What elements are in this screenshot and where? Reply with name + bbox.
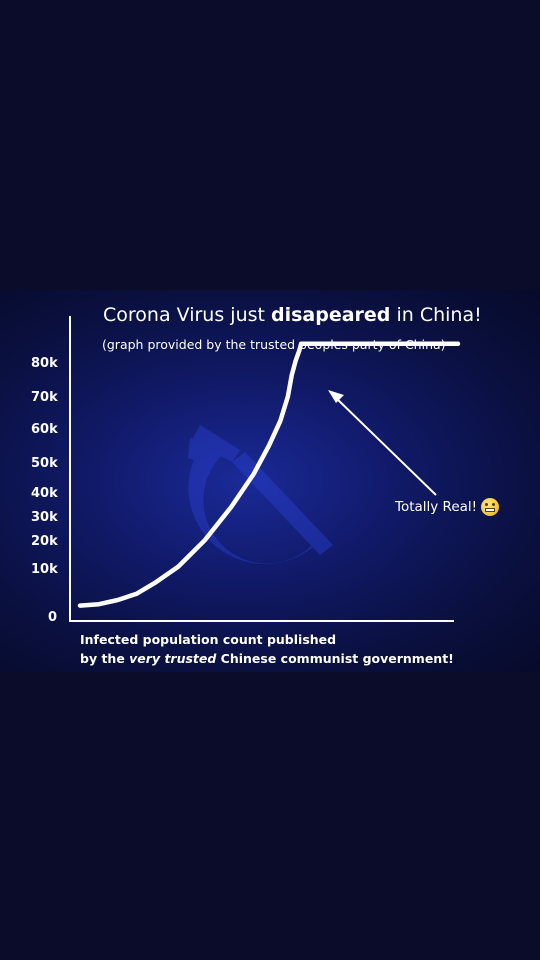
grimacing-face-icon xyxy=(481,498,500,516)
chart-title: Corona Virus just disapeared in China! xyxy=(103,304,482,326)
ytick-label-3: 30k xyxy=(31,510,58,525)
chart-subtitle: (graph provided by the trusted peoples p… xyxy=(102,337,446,352)
annotation: Totally Real! xyxy=(395,498,500,516)
chart-panel: Corona Virus just disapeared in China! (… xyxy=(0,290,540,672)
caption-line-2-italic: very trusted xyxy=(129,651,217,666)
title-pre: Corona Virus just xyxy=(103,304,271,326)
chart-caption: Infected population count published by t… xyxy=(80,630,454,668)
hammer-sickle-icon xyxy=(188,425,333,565)
title-post: in China! xyxy=(390,304,482,326)
ytick-label-1: 10k xyxy=(31,562,58,577)
annotation-arrow xyxy=(328,390,437,496)
ytick-label-2: 20k xyxy=(31,534,58,549)
ytick-label-4: 40k xyxy=(31,486,58,501)
caption-line-2-post: Chinese communist government! xyxy=(216,651,454,666)
line-chart: 0 10k 20k 30k 40k 50k 60k 70k 80k xyxy=(31,316,461,625)
ytick-label-8: 80k xyxy=(31,356,58,371)
ytick-label-5: 50k xyxy=(31,456,58,471)
ytick-label-0: 0 xyxy=(48,610,57,625)
series-line xyxy=(77,341,461,608)
caption-line-2: by the very trusted Chinese communist go… xyxy=(80,649,454,668)
title-bold: disapeared xyxy=(271,304,391,326)
ytick-label-6: 60k xyxy=(31,422,58,437)
caption-line-2-pre: by the xyxy=(80,651,130,666)
caption-line-1: Infected population count published xyxy=(80,632,337,647)
ytick-label-7: 70k xyxy=(31,390,58,405)
annotation-text: Totally Real! xyxy=(395,499,478,515)
